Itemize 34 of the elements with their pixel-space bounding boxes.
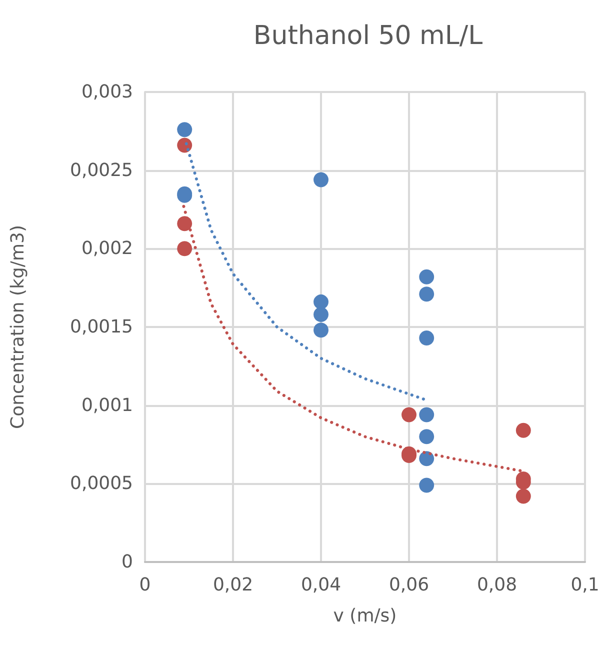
point xyxy=(177,241,192,256)
x-axis-title: v (m/s) xyxy=(333,606,397,626)
point xyxy=(516,422,531,438)
point xyxy=(419,451,434,466)
point xyxy=(314,294,328,310)
point xyxy=(419,478,434,493)
y-tick-label: 0 xyxy=(122,552,133,572)
point xyxy=(419,407,434,422)
point xyxy=(419,286,434,302)
point xyxy=(419,429,434,444)
point xyxy=(314,322,328,338)
y-tick-label: 0,0015 xyxy=(70,316,133,338)
y-tick-label: 0,0005 xyxy=(70,473,133,494)
y-tick-label: 0,002 xyxy=(81,238,133,260)
point xyxy=(419,269,434,284)
point xyxy=(402,407,416,422)
y-axis-title: Concentration (kg/m3) xyxy=(8,224,28,430)
point xyxy=(177,122,192,138)
y-tick-label: 0,0025 xyxy=(70,160,133,181)
x-tick-label: 0,02 xyxy=(212,574,254,596)
point xyxy=(314,172,328,188)
point xyxy=(516,488,531,504)
point xyxy=(314,306,328,322)
x-tick-label: 0,04 xyxy=(300,574,342,596)
x-tick-label: 0,1 xyxy=(570,574,600,596)
x-tick-label: 0,08 xyxy=(476,574,518,596)
point xyxy=(419,330,434,346)
point xyxy=(177,138,192,153)
y-tick-label: 0,003 xyxy=(81,82,133,102)
chart-title: Buthanol 50 mL/L xyxy=(253,21,484,51)
y-tick-label: 0,001 xyxy=(81,394,133,416)
x-tick-label: 0 xyxy=(139,574,151,596)
point xyxy=(177,216,192,232)
x-tick-label: 0,06 xyxy=(388,574,430,596)
